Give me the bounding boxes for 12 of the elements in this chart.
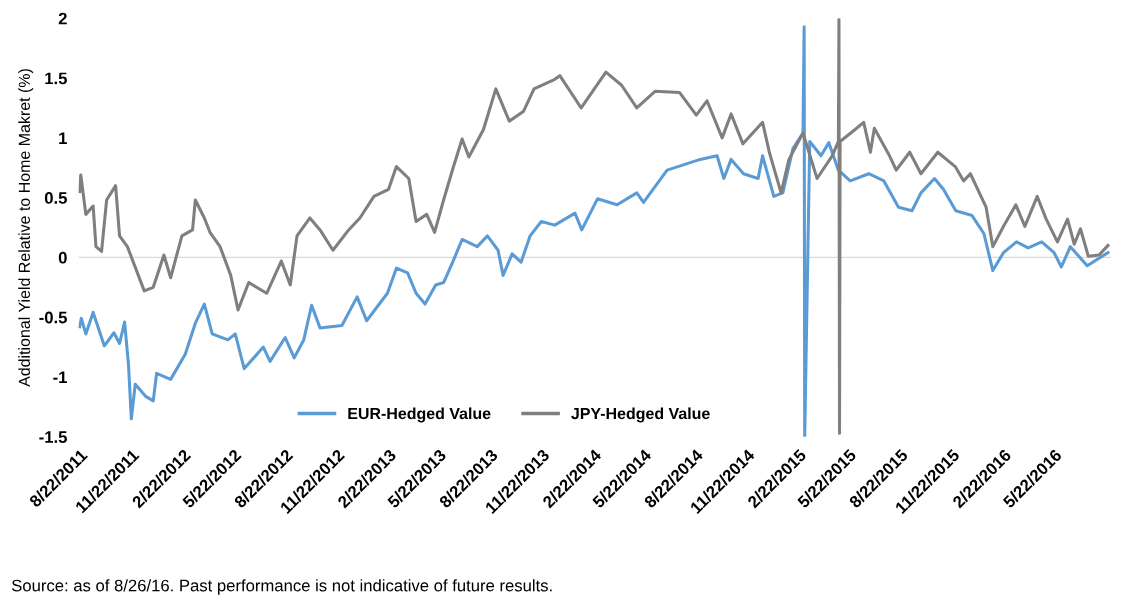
legend-label: JPY-Hedged Value (571, 407, 710, 423)
y-tick-label: 1.5 (45, 72, 67, 85)
y-tick-label: 2 (58, 12, 67, 25)
y-tick-label: 1 (59, 132, 67, 144)
y-tick-label: 0.5 (44, 192, 67, 204)
y-tick-label: -0.5 (39, 311, 67, 324)
y-tick-label: -1.5 (39, 431, 67, 443)
y-axis-title: Additional Yield Relative to Home Makret (%) (18, 69, 34, 387)
y-tick-label: -1 (53, 371, 67, 384)
source-note: Source: as of 8/26/16. Past performance is not indicative of future results. (11, 579, 552, 595)
y-tick-label: 0 (58, 251, 67, 264)
legend-label: EUR-Hedged Value (348, 407, 491, 423)
